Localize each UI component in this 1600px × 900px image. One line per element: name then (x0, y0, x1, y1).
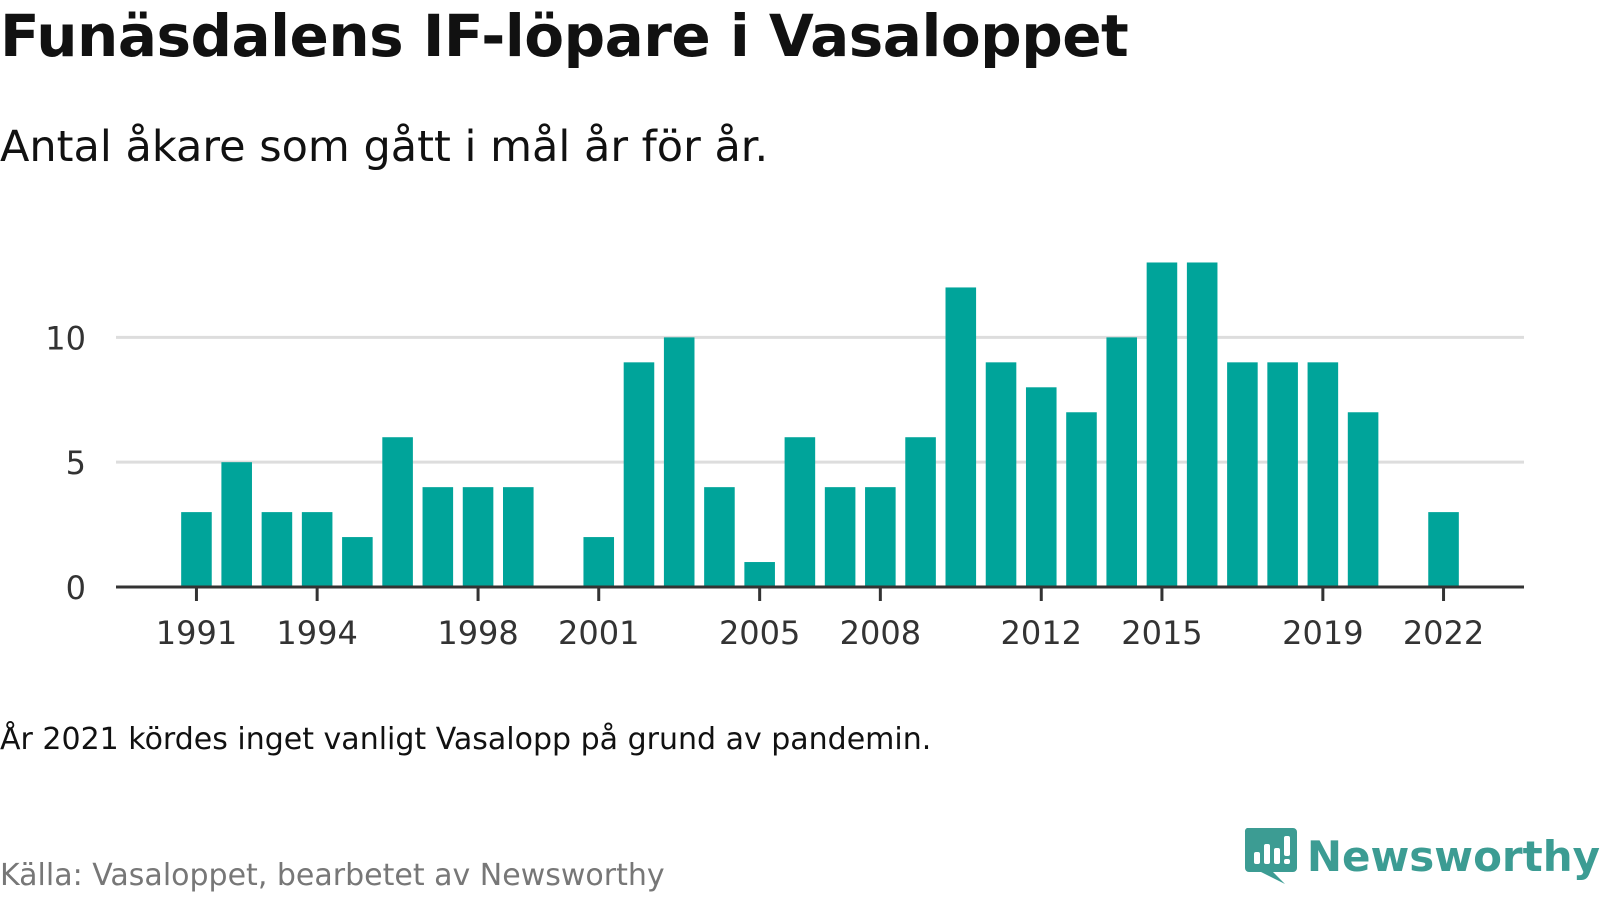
x-tick-label: 1991 (156, 614, 237, 652)
bar-1993 (261, 512, 293, 587)
bar-2017 (1227, 362, 1258, 587)
x-tick-label: 1998 (437, 614, 518, 652)
y-tick-label: 10 (45, 319, 86, 357)
bar-2018 (1267, 362, 1298, 587)
bar-2011 (985, 362, 1017, 587)
bars (181, 262, 1459, 587)
bar-2008 (865, 487, 896, 587)
bar-2007 (824, 487, 856, 587)
x-tick-label: 1994 (276, 614, 357, 652)
bar-1999 (502, 487, 534, 587)
bar-2013 (1066, 412, 1097, 587)
bar-1997 (422, 487, 454, 587)
chart-source: Källa: Vasaloppet, bearbetet av Newswort… (0, 858, 665, 893)
x-tick-label: 2019 (1282, 614, 1363, 652)
x-tick-label: 2001 (558, 614, 639, 652)
bar-2014 (1106, 337, 1138, 587)
axes: 0 5 10 1991 1994 1998 2001 2005 2008 2012 2015 2019… (45, 319, 1524, 652)
bar-2001 (583, 537, 615, 587)
brand-logo: Newsworthy (1243, 826, 1600, 886)
bar-2019 (1307, 362, 1339, 587)
x-tick-label: 2015 (1121, 614, 1202, 652)
bar-2003 (663, 337, 695, 587)
bar-1994 (301, 512, 333, 587)
chart-title: Funäsdalens IF-löpare i Vasaloppet (0, 2, 1129, 70)
bar-2004 (704, 487, 735, 587)
x-tick-label: 2008 (840, 614, 921, 652)
newsworthy-chat-bars-icon (1244, 828, 1297, 884)
bar-2002 (623, 362, 655, 587)
bar-2015 (1146, 262, 1178, 587)
bar-2016 (1186, 262, 1218, 587)
bar-2010 (945, 287, 977, 587)
bar-1995 (342, 537, 373, 587)
bar-2022 (1428, 512, 1459, 587)
bar-1996 (382, 437, 413, 587)
chart-subtitle: Antal åkare som gått i mål år för år. (0, 122, 769, 172)
bar-chart: 0 5 10 1991 1994 1998 2001 2005 2008 2012 2015 2019… (45, 262, 1524, 652)
bar-2009 (905, 437, 936, 587)
y-tick-label: 5 (66, 444, 86, 482)
bar-2020 (1347, 412, 1379, 587)
bar-1992 (221, 462, 252, 587)
bar-1991 (181, 512, 212, 587)
x-tick-label: 2022 (1403, 614, 1484, 652)
chart-footnote: År 2021 kördes inget vanligt Vasalopp på… (0, 722, 932, 757)
bar-1998 (462, 487, 494, 587)
bar-2012 (1025, 387, 1057, 587)
y-tick-label: 0 (66, 569, 86, 607)
bar-2005 (744, 562, 775, 587)
x-tick-label: 2012 (1001, 614, 1082, 652)
brand-name: Newsworthy (1306, 831, 1600, 881)
bar-2006 (784, 437, 816, 587)
x-tick-label: 2005 (719, 614, 800, 652)
